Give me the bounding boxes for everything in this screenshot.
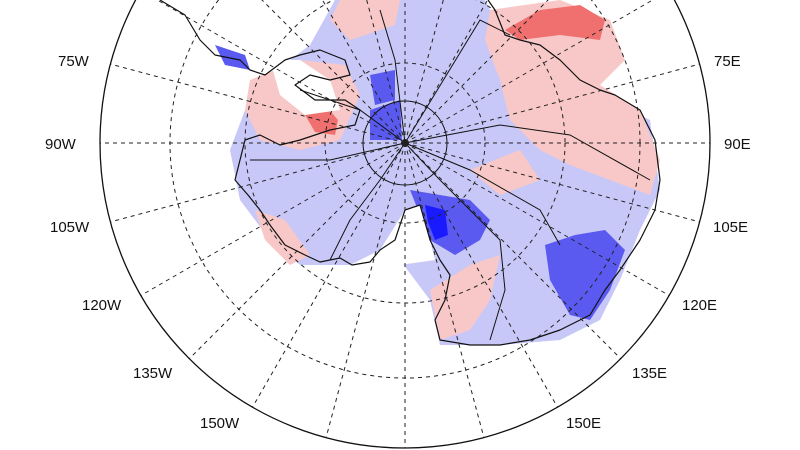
meridian-line bbox=[404, 0, 654, 144]
meridian-line bbox=[110, 142, 406, 223]
meridian-line bbox=[261, 0, 406, 144]
field-neutral-weddell bbox=[270, 60, 340, 115]
meridian-line bbox=[404, 0, 444, 144]
meridian-line bbox=[366, 0, 406, 144]
field-weak-positive-inner bbox=[470, 150, 540, 195]
meridian-line bbox=[404, 142, 700, 223]
graticule bbox=[100, 0, 710, 448]
meridian-line bbox=[404, 0, 489, 144]
map-border bbox=[99, 0, 711, 449]
field-negative-pole bbox=[370, 100, 402, 140]
field-strong-negative bbox=[425, 205, 448, 240]
lon-label: 120W bbox=[82, 297, 122, 314]
lon-label: 150E bbox=[566, 415, 601, 432]
field-neutral-ross bbox=[350, 205, 435, 268]
field-weak-positive-east bbox=[485, 0, 660, 195]
lon-label: 135E bbox=[632, 365, 667, 382]
meridian-line bbox=[156, 0, 406, 144]
meridian-line bbox=[404, 142, 622, 360]
meridian-line bbox=[252, 142, 406, 408]
field-negative-tip bbox=[215, 45, 250, 70]
lon-label: 135W bbox=[133, 365, 173, 382]
field-weak-positive-north bbox=[330, 0, 400, 40]
coastline bbox=[159, 0, 661, 346]
meridian-line bbox=[140, 142, 406, 296]
meridian-line bbox=[325, 142, 406, 438]
lon-label: 90E bbox=[724, 136, 751, 153]
lon-label: 150W bbox=[200, 415, 240, 432]
field-negative-southeast bbox=[545, 230, 625, 320]
lon-label: 120E bbox=[682, 297, 717, 314]
meridian-line bbox=[404, 142, 670, 296]
meridian-line bbox=[321, 0, 406, 144]
lon-label: 75E bbox=[714, 53, 741, 70]
lon-label: 105W bbox=[50, 219, 90, 236]
lon-label: 105E bbox=[713, 219, 748, 236]
meridian-line bbox=[110, 63, 406, 144]
meridian-line bbox=[404, 63, 700, 144]
field-negative-peninsula bbox=[370, 70, 395, 105]
field-positive-east bbox=[505, 5, 605, 40]
meridian-line bbox=[404, 0, 549, 144]
longitude-labels: 75W 90W 105W 120W 135W 150W 75E 90E 105E… bbox=[45, 53, 751, 432]
meridian-line bbox=[188, 142, 406, 360]
lon-label: 90W bbox=[45, 136, 77, 153]
meridian-line bbox=[404, 142, 558, 408]
meridian-line bbox=[404, 142, 485, 438]
lon-label: 75W bbox=[58, 53, 90, 70]
